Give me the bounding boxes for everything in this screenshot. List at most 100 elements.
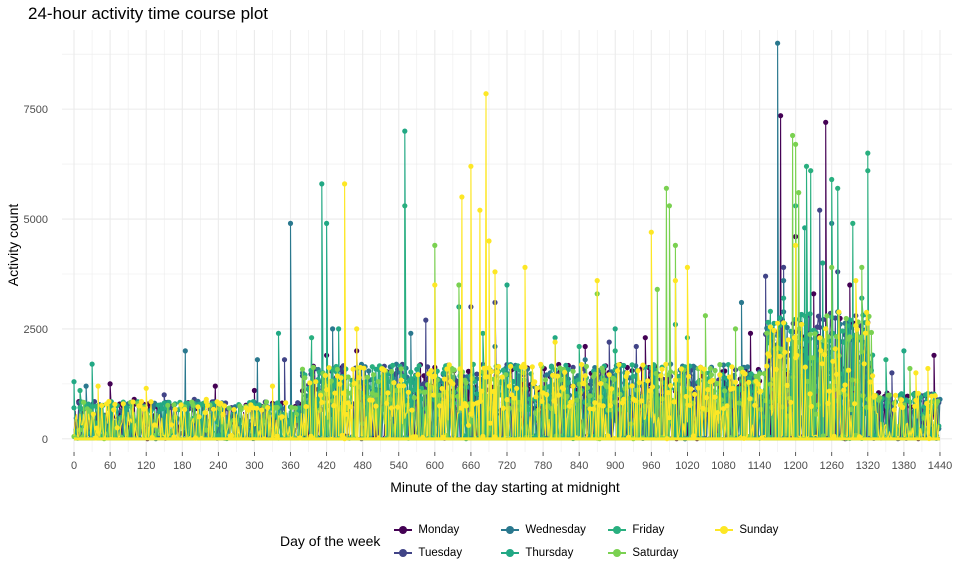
data-point bbox=[441, 376, 448, 382]
data-point bbox=[165, 402, 171, 408]
data-point bbox=[190, 402, 196, 408]
data-point bbox=[825, 400, 831, 406]
data-point bbox=[747, 396, 753, 402]
data-point bbox=[841, 387, 847, 393]
x-tick-label: 1320 bbox=[856, 460, 880, 472]
data-point bbox=[420, 434, 426, 440]
x-axis-ticks: 0 60 120 180 240 300 360 420 480 540 600 660 720 780 8… bbox=[71, 452, 952, 472]
data-point bbox=[582, 373, 588, 379]
data-point bbox=[582, 357, 588, 363]
data-point bbox=[345, 374, 351, 380]
data-point bbox=[369, 397, 375, 403]
data-point bbox=[432, 282, 438, 288]
legend: Day of the week Monday Tuesday Wednesday Th… bbox=[280, 518, 805, 564]
data-point bbox=[730, 385, 736, 391]
legend-swatch bbox=[501, 547, 520, 559]
data-point bbox=[319, 399, 325, 405]
data-point bbox=[361, 365, 367, 371]
data-point bbox=[808, 403, 814, 409]
data-point bbox=[639, 398, 645, 404]
data-point bbox=[533, 394, 539, 400]
data-point bbox=[465, 368, 472, 374]
data-point bbox=[114, 425, 120, 431]
data-point bbox=[867, 379, 873, 385]
data-point bbox=[898, 391, 905, 397]
data-point bbox=[609, 386, 615, 392]
data-point bbox=[686, 373, 692, 379]
data-point bbox=[112, 401, 118, 407]
data-point bbox=[369, 364, 375, 370]
data-point bbox=[932, 393, 938, 399]
data-point bbox=[621, 396, 627, 402]
data-point bbox=[796, 190, 802, 196]
data-point bbox=[765, 319, 771, 325]
data-point bbox=[803, 163, 810, 169]
data-point bbox=[847, 282, 853, 288]
y-axis-ticks: 0 2500 5000 7500 bbox=[24, 104, 48, 446]
data-point bbox=[388, 368, 395, 375]
x-tick-label: 780 bbox=[534, 460, 552, 472]
data-point bbox=[159, 406, 165, 412]
data-point bbox=[351, 380, 357, 386]
legend-item-saturday: Saturday bbox=[608, 541, 715, 564]
data-point bbox=[538, 361, 544, 367]
legend-items: Monday Tuesday Wednesday Thursday Friday Satu… bbox=[394, 518, 805, 564]
data-point bbox=[390, 362, 396, 368]
data-point bbox=[308, 433, 314, 439]
data-point bbox=[554, 373, 561, 379]
data-point bbox=[432, 373, 438, 379]
data-point bbox=[775, 40, 781, 46]
data-point bbox=[793, 141, 799, 147]
data-point bbox=[292, 405, 298, 411]
data-point bbox=[212, 383, 218, 389]
data-point bbox=[439, 386, 445, 392]
data-point bbox=[690, 433, 697, 439]
data-point bbox=[307, 380, 313, 386]
data-point bbox=[821, 352, 828, 358]
data-point bbox=[900, 404, 906, 411]
data-point bbox=[865, 320, 871, 326]
legend-item-sunday: Sunday bbox=[715, 518, 805, 541]
x-tick-label: 1260 bbox=[819, 460, 843, 472]
data-point bbox=[862, 330, 869, 336]
data-point bbox=[77, 405, 83, 411]
data-point bbox=[431, 392, 437, 398]
data-point bbox=[488, 368, 494, 375]
x-tick-label: 480 bbox=[353, 460, 371, 472]
data-point bbox=[274, 400, 280, 406]
data-point bbox=[570, 364, 576, 370]
data-point bbox=[781, 264, 787, 270]
data-point bbox=[319, 181, 325, 187]
data-point bbox=[111, 407, 117, 413]
data-point bbox=[617, 391, 623, 397]
data-point bbox=[459, 194, 465, 200]
data-point bbox=[364, 374, 371, 380]
data-point bbox=[658, 373, 664, 379]
data-point bbox=[338, 375, 344, 381]
data-point bbox=[395, 404, 401, 410]
y-tick-label: 7500 bbox=[24, 104, 48, 116]
data-point bbox=[398, 366, 404, 372]
data-point bbox=[722, 388, 728, 394]
data-point bbox=[898, 397, 905, 403]
data-point bbox=[818, 348, 824, 354]
data-point bbox=[729, 364, 735, 370]
data-point bbox=[612, 348, 618, 354]
data-point bbox=[370, 372, 377, 378]
data-point bbox=[428, 368, 434, 374]
data-point bbox=[645, 378, 651, 384]
data-point bbox=[416, 363, 422, 369]
data-point bbox=[354, 326, 360, 332]
data-point bbox=[633, 343, 639, 350]
data-point bbox=[621, 362, 627, 369]
data-point bbox=[71, 379, 77, 385]
data-point bbox=[705, 387, 711, 393]
data-point bbox=[672, 278, 679, 284]
data-point bbox=[422, 389, 428, 395]
data-point bbox=[373, 403, 379, 409]
x-tick-label: 120 bbox=[137, 460, 155, 472]
data-point bbox=[534, 385, 540, 391]
data-point bbox=[784, 324, 790, 331]
data-point bbox=[587, 393, 593, 399]
data-point bbox=[494, 369, 500, 375]
